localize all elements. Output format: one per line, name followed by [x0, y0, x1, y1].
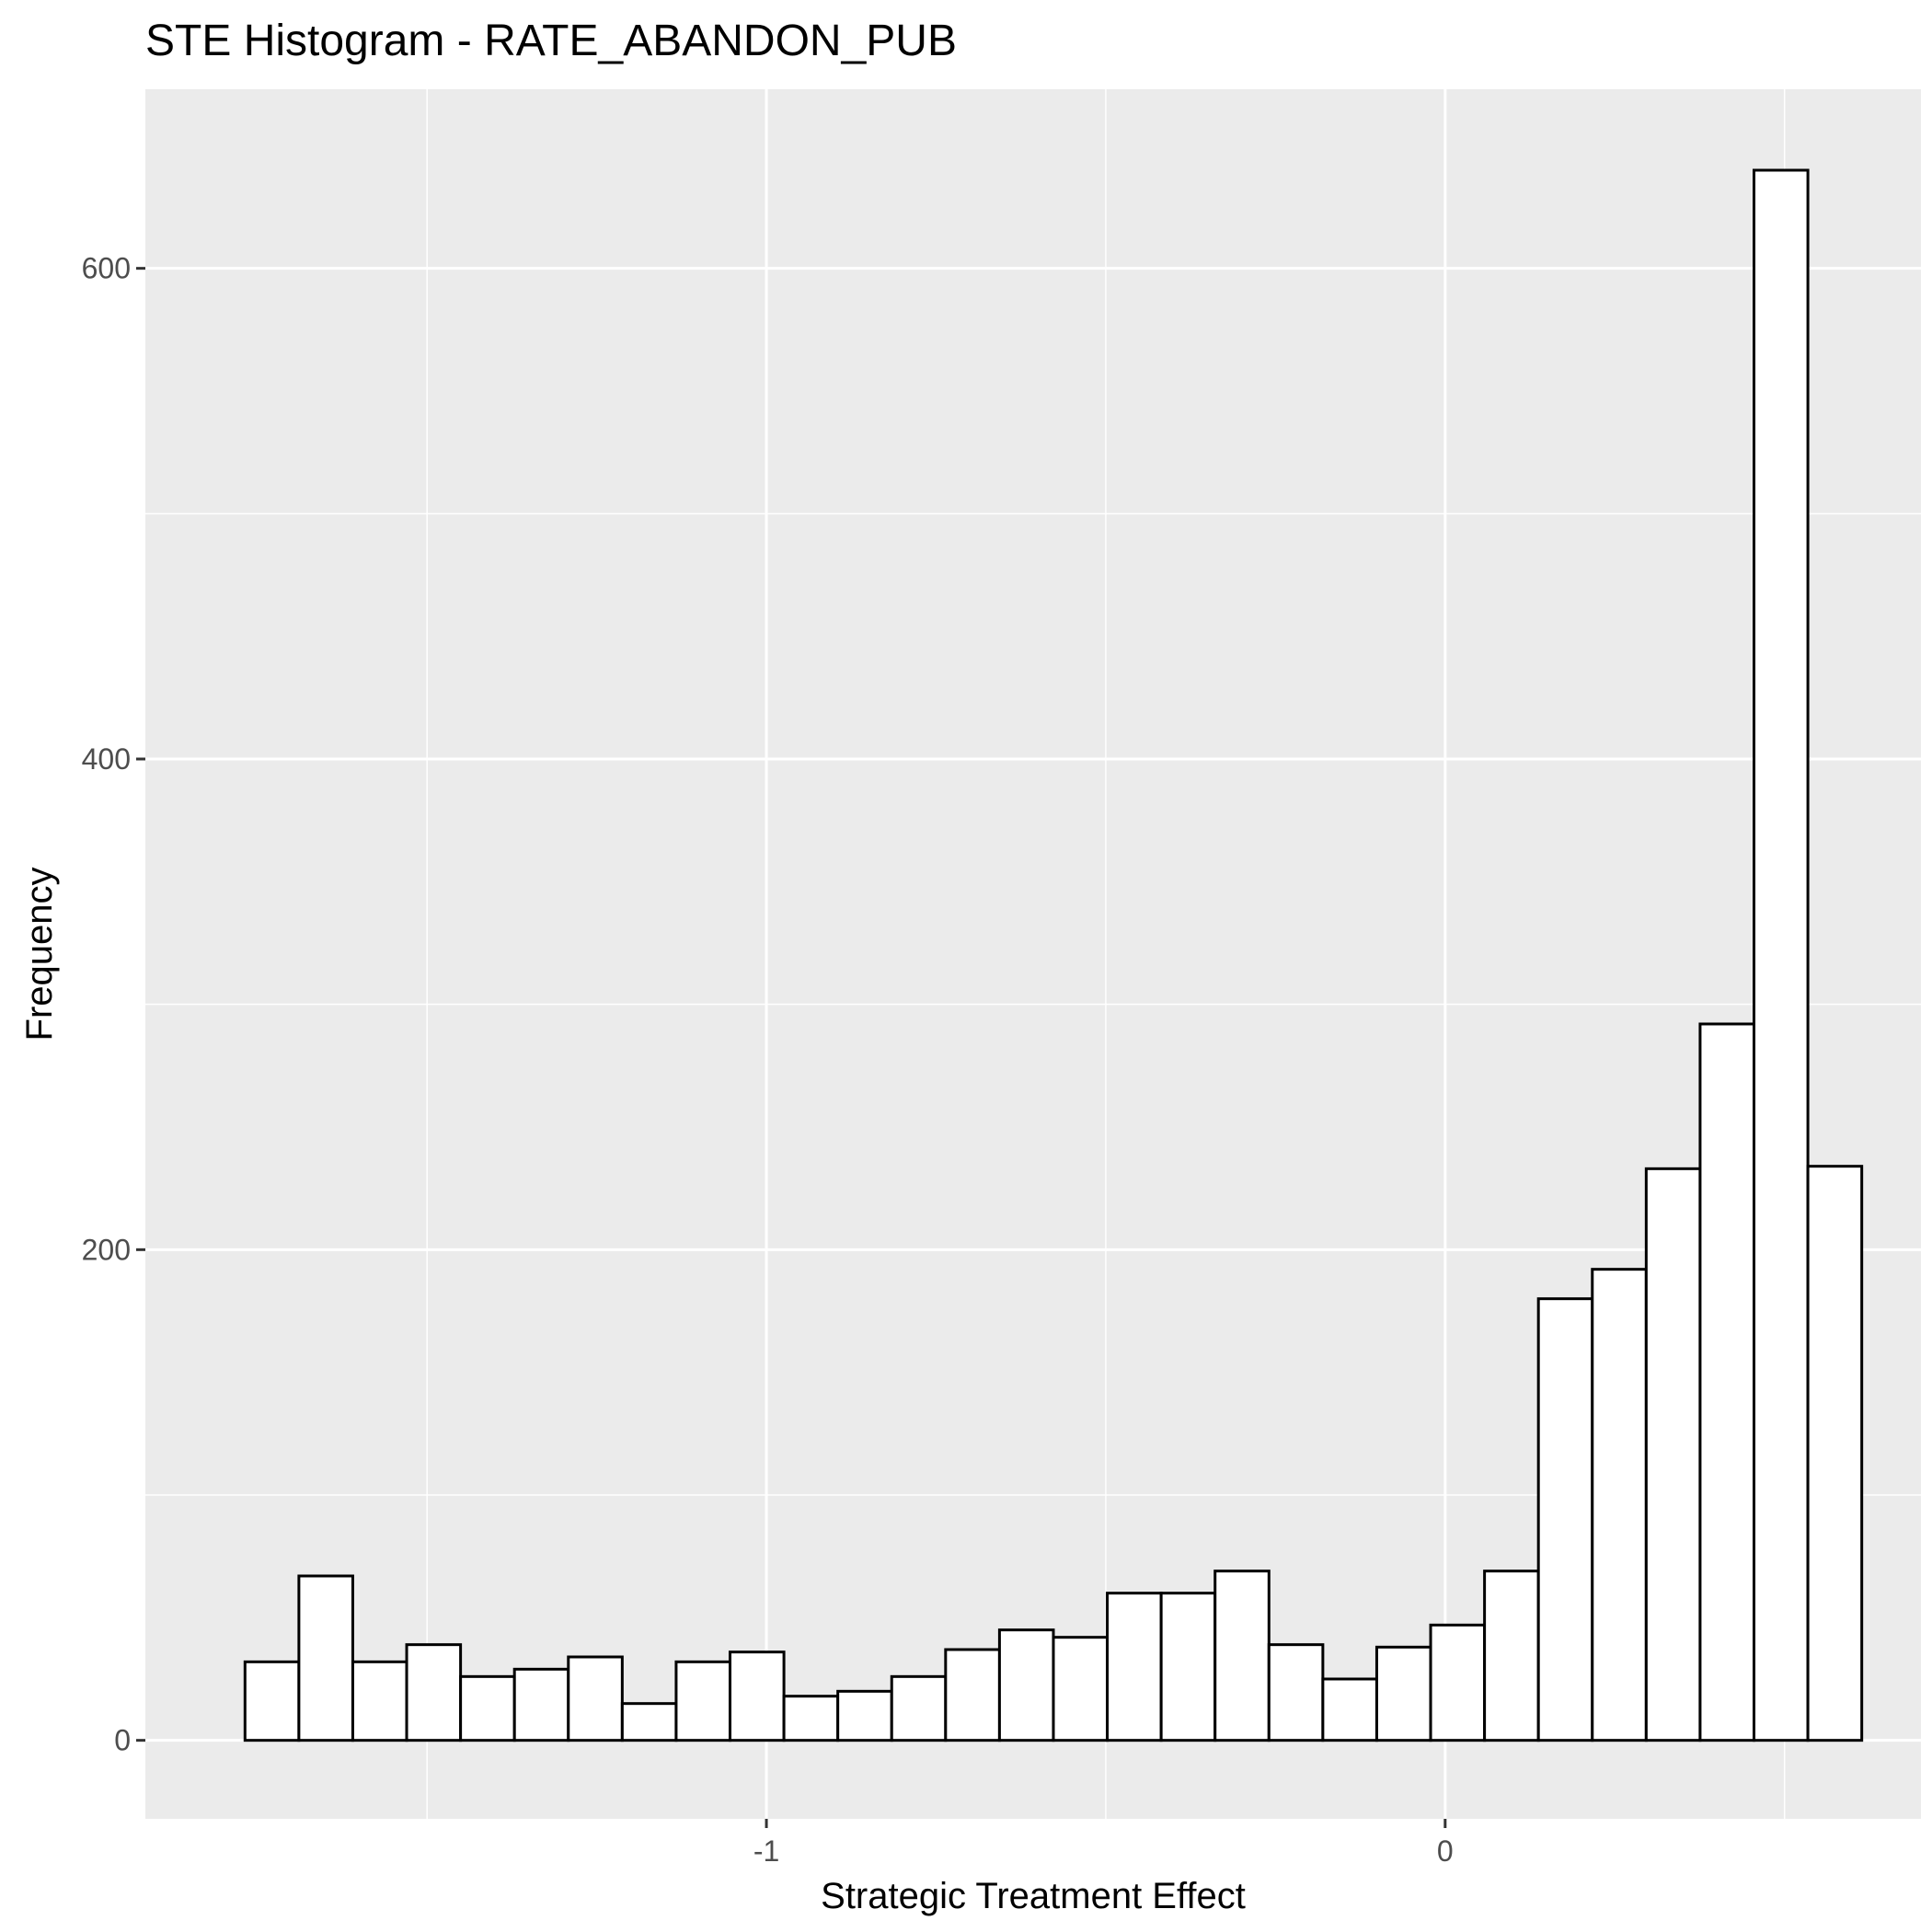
x-axis-label: Strategic Treatment Effect [821, 1876, 1246, 1916]
histogram-bar [1321, 1677, 1378, 1742]
x-tick-label: 0 [1437, 1834, 1454, 1868]
y-axis-ticks: 0 200 400 600 [82, 252, 145, 1757]
histogram-bar [405, 1643, 463, 1742]
histogram-bar [1536, 1297, 1594, 1742]
histogram-bar [997, 1628, 1055, 1742]
y-axis-label: Frequency [19, 868, 60, 1041]
histogram-bar [1698, 1022, 1756, 1742]
histogram-bar [1429, 1623, 1487, 1742]
histogram-bar [1591, 1268, 1648, 1742]
histogram-bar [1644, 1167, 1702, 1742]
histogram-bar [1159, 1592, 1217, 1742]
histogram-bar [459, 1674, 516, 1742]
histogram-bar [944, 1648, 1001, 1742]
histogram-bar [782, 1695, 840, 1742]
histogram-bar [1267, 1643, 1325, 1742]
histogram-bar [836, 1689, 893, 1742]
histogram-bar [351, 1660, 408, 1742]
histogram-bar [890, 1674, 948, 1742]
y-tick-label: 200 [82, 1233, 131, 1266]
histogram-bar [1213, 1570, 1271, 1742]
histogram-bar [297, 1574, 354, 1742]
histogram-bar [1106, 1592, 1163, 1742]
y-tick-label: 0 [114, 1724, 131, 1757]
y-tick-label: 600 [82, 252, 131, 285]
histogram-bar [567, 1655, 624, 1742]
y-tick-label: 400 [82, 742, 131, 776]
histogram-bar [1052, 1636, 1110, 1742]
x-axis-ticks: -1 0 [753, 1819, 1454, 1868]
histogram-bar [1753, 168, 1810, 1742]
histogram-bars [243, 168, 1864, 1742]
histogram-bar [674, 1660, 732, 1742]
histogram-bar [512, 1667, 570, 1742]
histogram-bar [1806, 1165, 1864, 1742]
histogram-bar [729, 1650, 786, 1742]
histogram-bar [243, 1660, 301, 1742]
histogram-bar [620, 1702, 678, 1742]
x-tick-label: -1 [753, 1834, 779, 1868]
chart-title: STE Histogram - RATE_ABANDON_PUB [145, 17, 957, 65]
histogram-bar [1483, 1570, 1540, 1742]
histogram-bar [1374, 1645, 1432, 1742]
